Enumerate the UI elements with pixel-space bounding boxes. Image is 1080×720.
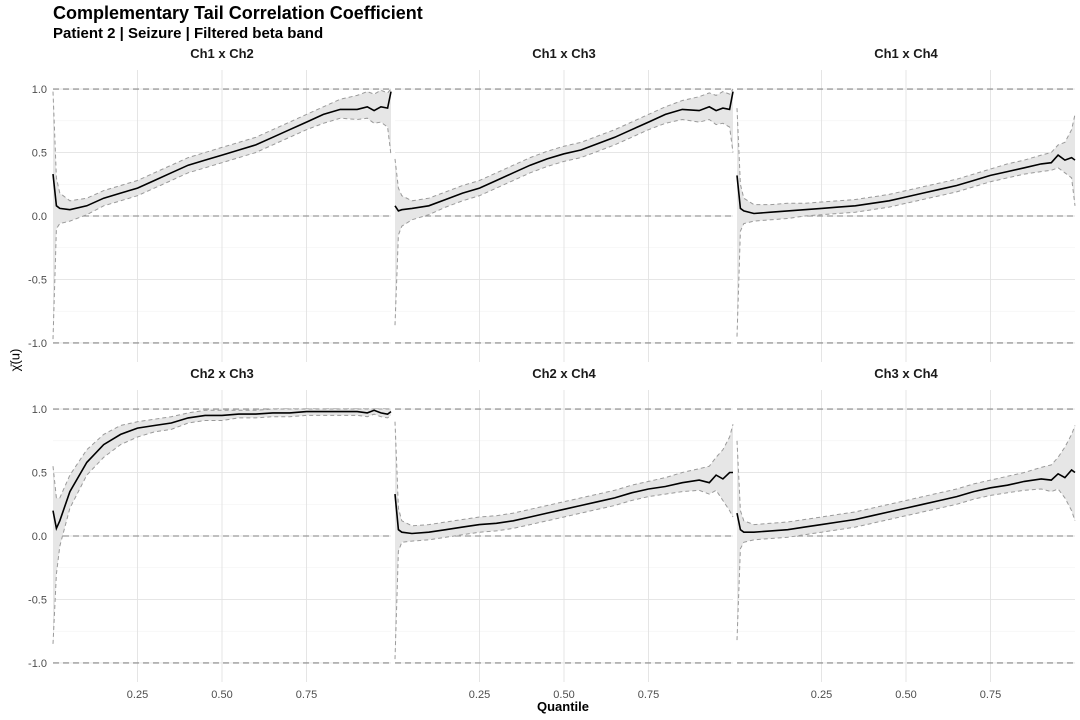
facet-panel: Ch3 x Ch4 0.25 0.50 0.75 [736, 366, 1076, 701]
facet-strip-title: Ch1 x Ch3 [532, 46, 596, 61]
estimate-line [52, 409, 392, 532]
upper-bound-line [394, 88, 734, 202]
lower-bound-line [52, 117, 392, 340]
y-tick-label: 0.0 [32, 531, 47, 543]
x-tick-label: 0.75 [296, 689, 317, 701]
chart-title: Complementary Tail Correlation Coefficie… [53, 3, 423, 23]
confidence-band [53, 89, 391, 340]
estimate-line [394, 471, 733, 535]
facet-panel: Ch1 x Ch2 1.0 0.5 0.0 -0.5 -1.0 [28, 46, 392, 362]
upper-bound-line [736, 108, 1076, 206]
facet-strip-title: Ch1 x Ch4 [874, 46, 938, 61]
y-tick-label: 0.5 [32, 468, 47, 480]
x-tick-label: 0.50 [553, 689, 574, 701]
x-tick-label: 0.75 [638, 689, 659, 701]
facet-panel: Ch2 x Ch4 0.25 0.50 0.75 [394, 366, 734, 701]
confidence-band [737, 425, 1075, 641]
y-tick-label: -0.5 [28, 594, 47, 606]
estimate-line [52, 91, 392, 211]
x-tick-label: 0.50 [211, 689, 232, 701]
x-tick-label: 0.25 [469, 689, 490, 701]
facet-strip-title: Ch2 x Ch3 [190, 366, 254, 381]
lower-bound-line [736, 167, 1076, 337]
facet-panel: Ch2 x Ch3 1.0 0.5 0.0 -0.5 -1.0 0.25 0.50 0.75 [28, 366, 392, 701]
lower-bound-line [394, 118, 734, 326]
y-tick-label: 1.0 [32, 84, 47, 96]
upper-bound-line [52, 88, 392, 202]
estimate-line [394, 91, 734, 212]
upper-bound-line [736, 425, 1076, 526]
x-tick-label: 0.75 [980, 689, 1001, 701]
y-tick-label: -1.0 [28, 658, 47, 670]
facet-panel: Ch1 x Ch4 [736, 46, 1076, 362]
facet-strip-title: Ch2 x Ch4 [532, 366, 596, 381]
estimate-line [736, 468, 1076, 533]
y-tick-label: 0.0 [32, 211, 47, 223]
facet-strip-title: Ch3 x Ch4 [874, 366, 938, 381]
facet-strip-title: Ch1 x Ch2 [190, 46, 254, 61]
x-axis-label: Quantile [536, 699, 590, 714]
upper-bound-line [52, 408, 391, 499]
lower-bound-line [736, 488, 1076, 641]
y-tick-label: -1.0 [28, 338, 47, 350]
y-tick-label: -0.5 [28, 274, 47, 286]
x-tick-label: 0.25 [811, 689, 832, 701]
facet-panel: Ch1 x Ch3 [394, 46, 734, 362]
upper-bound-line [394, 421, 734, 527]
y-tick-label: 0.5 [32, 148, 47, 160]
x-tick-label: 0.25 [127, 689, 148, 701]
lower-bound-line [394, 489, 734, 660]
lower-bound-line [52, 413, 392, 644]
estimate-line [736, 154, 1076, 215]
y-tick-label: 1.0 [32, 404, 47, 416]
y-axis-label: χ̄(u) [7, 348, 23, 372]
confidence-band [395, 89, 733, 326]
chart-subtitle: Patient 2 | Seizure | Filtered beta band [53, 25, 324, 42]
x-tick-label: 0.50 [895, 689, 916, 701]
